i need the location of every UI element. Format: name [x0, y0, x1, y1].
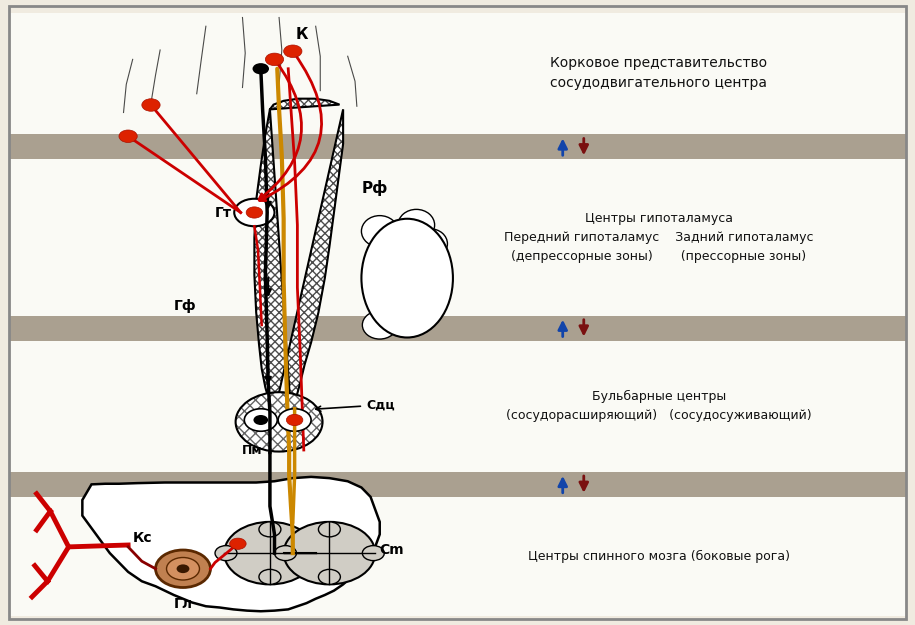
Text: Гт: Гт [214, 206, 231, 219]
Circle shape [286, 414, 303, 426]
Ellipse shape [380, 291, 416, 322]
Bar [9, 497, 906, 616]
Text: Рф: Рф [361, 179, 388, 196]
Circle shape [274, 546, 296, 561]
PathPatch shape [254, 99, 343, 412]
Circle shape [318, 569, 340, 584]
Circle shape [234, 199, 274, 226]
Ellipse shape [236, 392, 322, 451]
Ellipse shape [399, 263, 434, 293]
Circle shape [246, 207, 263, 218]
Text: Кс: Кс [133, 531, 152, 544]
Circle shape [224, 522, 316, 584]
Circle shape [142, 99, 160, 111]
Circle shape [215, 546, 237, 561]
Circle shape [244, 409, 277, 431]
PathPatch shape [82, 477, 380, 611]
Text: Корковое представительство
сосудодвигательного центра: Корковое представительство сосудодвигате… [550, 56, 768, 91]
Text: Гл: Гл [174, 597, 192, 611]
Ellipse shape [361, 219, 453, 338]
Ellipse shape [413, 229, 447, 259]
Circle shape [318, 522, 340, 537]
Circle shape [119, 130, 137, 142]
Circle shape [177, 564, 189, 573]
Ellipse shape [377, 239, 418, 273]
Ellipse shape [398, 209, 435, 241]
Text: Гф: Гф [174, 299, 197, 313]
Ellipse shape [361, 216, 398, 247]
Circle shape [284, 522, 375, 584]
Circle shape [259, 569, 281, 584]
Circle shape [230, 538, 246, 549]
Bar [9, 341, 906, 472]
Circle shape [167, 558, 199, 580]
Circle shape [303, 546, 325, 561]
Circle shape [156, 550, 210, 588]
Bar [9, 472, 906, 497]
Text: Бульбарные центры
(сосудорасширяющий)   (сосудосуживающий): Бульбарные центры (сосудорасширяющий) (с… [506, 390, 812, 422]
Ellipse shape [399, 304, 434, 332]
Bar [9, 159, 906, 316]
Text: Центры спинного мозга (боковые рога): Центры спинного мозга (боковые рога) [528, 550, 790, 562]
Circle shape [284, 45, 302, 58]
Circle shape [265, 53, 284, 66]
Bar [9, 12, 906, 134]
Circle shape [362, 546, 384, 561]
Text: Пм: Пм [242, 444, 262, 457]
Text: Сm: Сm [380, 543, 404, 557]
Circle shape [253, 415, 268, 425]
Circle shape [259, 522, 281, 537]
Circle shape [253, 63, 269, 74]
Ellipse shape [362, 311, 397, 339]
Text: Центры гипоталамуса
Передний гипоталамус    Задний гипоталамус
(депрессорные зон: Центры гипоталамуса Передний гипоталамус… [504, 212, 813, 263]
Text: К: К [296, 27, 308, 42]
Circle shape [278, 409, 311, 431]
Text: Сдц: Сдц [316, 399, 394, 411]
Bar [9, 134, 906, 159]
Ellipse shape [362, 266, 397, 296]
Ellipse shape [414, 286, 446, 314]
Bar [9, 316, 906, 341]
